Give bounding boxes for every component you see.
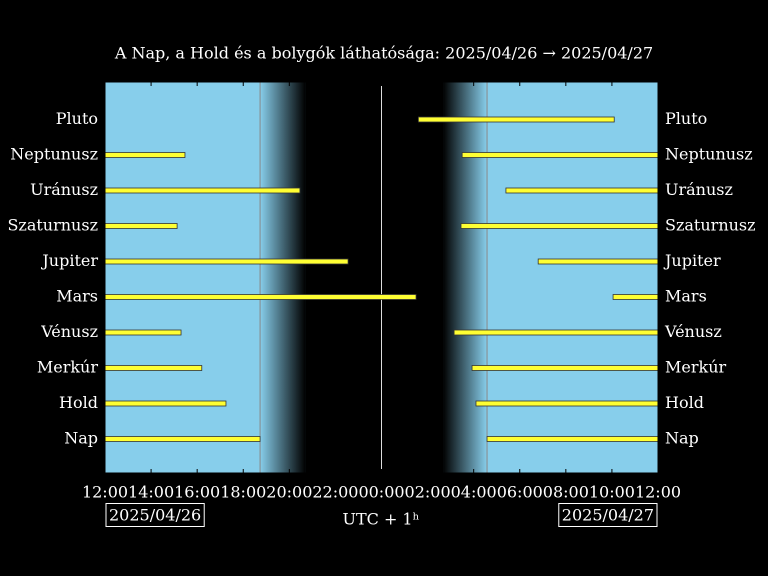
x-tick-label: 10:00 — [589, 483, 635, 502]
x-tick-label: 16:00 — [174, 483, 220, 502]
row-label-left: Jupiter — [40, 251, 98, 270]
visibility-bar — [460, 223, 659, 229]
row-label-right: Nap — [665, 429, 699, 448]
chart-title: A Nap, a Hold és a bolygók láthatósága: … — [114, 44, 653, 63]
night — [305, 82, 444, 473]
row-label-right: Mars — [665, 287, 707, 306]
date-label: 2025/04/26 — [109, 506, 201, 525]
row-label-right: Vénusz — [664, 322, 722, 341]
x-tick-label: 18:00 — [220, 483, 266, 502]
dusk — [260, 82, 306, 473]
row-label-left: Vénusz — [40, 322, 98, 341]
visibility-bar — [486, 436, 659, 442]
x-tick-label: 22:00 — [312, 483, 358, 502]
visibility-bar — [104, 400, 227, 407]
visibility-bar — [104, 152, 186, 158]
visibility-bar — [453, 329, 659, 336]
row-label-right: Szaturnusz — [665, 216, 756, 235]
x-tick-label: 00:00 — [358, 483, 404, 502]
row-label-right: Neptunusz — [665, 145, 753, 164]
visibility-bar — [537, 258, 659, 265]
visibility-bar — [104, 223, 178, 229]
row-label-left: Nap — [64, 429, 98, 448]
row-label-left: Neptunusz — [10, 145, 98, 164]
visibility-bar — [461, 152, 659, 158]
row-label-left: Mars — [56, 287, 98, 306]
plot-frame — [104, 81, 659, 474]
x-tick-label: 20:00 — [266, 483, 312, 502]
x-tick-label: 04:00 — [451, 483, 497, 502]
visibility-bar — [104, 187, 301, 194]
visibility-bar — [104, 436, 261, 442]
row-label-right: Pluto — [665, 109, 707, 128]
row-label-right: Uránusz — [665, 180, 733, 199]
visibility-bar — [104, 258, 349, 265]
visibility-bar — [104, 365, 203, 371]
row-label-left: Pluto — [56, 109, 98, 128]
row-label-right: Hold — [665, 393, 704, 412]
date-label: 2025/04/27 — [562, 506, 654, 525]
x-tick-label: 02:00 — [405, 483, 451, 502]
dawn — [443, 82, 488, 473]
row-label-left: Szaturnusz — [7, 216, 98, 235]
visibility-bar — [104, 329, 182, 336]
visibility-bar — [505, 187, 659, 194]
row-label-right: Jupiter — [663, 251, 721, 270]
x-tick-label: 12:00 — [82, 483, 128, 502]
row-label-right: Merkúr — [665, 358, 727, 377]
visibility-bar — [612, 294, 659, 300]
x-tick-label: 12:00 — [635, 483, 681, 502]
x-axis-label: UTC + 1ʰ — [342, 510, 419, 529]
visibility-bar — [475, 400, 659, 407]
row-label-left: Uránusz — [30, 180, 98, 199]
row-label-left: Merkúr — [37, 358, 99, 377]
date-box — [105, 503, 205, 527]
visibility-bar — [104, 294, 417, 300]
date-box — [558, 503, 658, 527]
visibility-bar — [471, 365, 659, 371]
row-label-left: Hold — [59, 393, 98, 412]
x-tick-label: 06:00 — [497, 483, 543, 502]
visibility-bar — [417, 116, 615, 123]
x-tick-label: 08:00 — [543, 483, 589, 502]
x-tick-label: 14:00 — [128, 483, 174, 502]
